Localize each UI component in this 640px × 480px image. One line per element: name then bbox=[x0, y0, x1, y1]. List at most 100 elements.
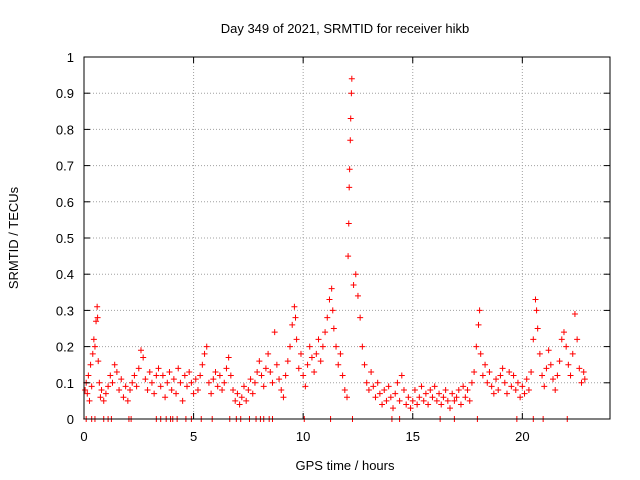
data-point bbox=[414, 401, 421, 408]
x-tick-label: 0 bbox=[80, 429, 87, 444]
data-point bbox=[558, 336, 565, 343]
x-tick-labels: 0 5 10 15 20 bbox=[80, 429, 529, 444]
data-point bbox=[333, 343, 340, 350]
data-point bbox=[347, 115, 354, 122]
y-tick-label: 0.5 bbox=[56, 231, 74, 246]
data-point bbox=[468, 379, 475, 386]
data-point bbox=[155, 365, 162, 372]
data-point bbox=[493, 376, 500, 383]
data-point bbox=[346, 166, 353, 173]
data-point bbox=[162, 394, 169, 401]
data-point bbox=[89, 350, 96, 357]
data-point bbox=[300, 372, 307, 379]
data-point bbox=[131, 372, 138, 379]
data-point bbox=[519, 383, 526, 390]
data-point bbox=[230, 387, 237, 394]
data-point bbox=[124, 397, 131, 404]
data-point bbox=[409, 397, 416, 404]
data-point bbox=[506, 368, 513, 375]
data-point bbox=[315, 336, 322, 343]
data-point bbox=[109, 379, 116, 386]
data-point bbox=[525, 387, 532, 394]
y-tick-label: 0.9 bbox=[56, 86, 74, 101]
data-point bbox=[140, 354, 147, 361]
data-point bbox=[407, 405, 414, 412]
data-point bbox=[433, 397, 440, 404]
data-point bbox=[87, 361, 94, 368]
chart-title: Day 349 of 2021, SRMTID for receiver hik… bbox=[221, 21, 470, 36]
data-point bbox=[133, 383, 140, 390]
data-point bbox=[151, 390, 158, 397]
axis-ticks bbox=[83, 56, 610, 420]
data-point bbox=[329, 307, 336, 314]
data-point bbox=[464, 387, 471, 394]
data-point bbox=[184, 383, 191, 390]
data-point bbox=[503, 390, 510, 397]
data-point bbox=[387, 394, 394, 401]
data-point bbox=[243, 397, 250, 404]
data-point bbox=[416, 394, 423, 401]
data-point bbox=[127, 387, 134, 394]
data-point bbox=[210, 376, 217, 383]
data-point bbox=[403, 401, 410, 408]
data-point bbox=[400, 387, 407, 394]
data-point bbox=[565, 361, 572, 368]
data-point bbox=[122, 383, 129, 390]
data-point bbox=[97, 394, 104, 401]
data-point bbox=[197, 372, 204, 379]
data-point bbox=[501, 379, 508, 386]
data-point bbox=[521, 390, 528, 397]
data-point bbox=[418, 383, 425, 390]
data-point bbox=[444, 397, 451, 404]
data-point bbox=[497, 372, 504, 379]
data-point bbox=[166, 368, 173, 375]
data-point bbox=[556, 358, 563, 365]
data-point bbox=[352, 271, 359, 278]
data-point bbox=[429, 394, 436, 401]
data-point bbox=[120, 394, 127, 401]
data-point bbox=[337, 350, 344, 357]
data-point bbox=[254, 368, 261, 375]
data-point bbox=[304, 361, 311, 368]
data-point bbox=[280, 394, 287, 401]
data-point bbox=[560, 329, 567, 336]
data-point bbox=[177, 379, 184, 386]
data-point bbox=[247, 376, 254, 383]
data-point bbox=[287, 343, 294, 350]
data-point bbox=[319, 343, 326, 350]
data-point bbox=[267, 368, 274, 375]
data-point bbox=[192, 376, 199, 383]
data-point bbox=[308, 354, 315, 361]
x-tick-label: 20 bbox=[515, 429, 529, 444]
data-point bbox=[569, 350, 576, 357]
y-tick-label: 0.7 bbox=[56, 159, 74, 174]
data-point bbox=[291, 303, 298, 310]
data-point bbox=[345, 253, 352, 260]
data-point bbox=[345, 220, 352, 227]
data-point bbox=[88, 383, 95, 390]
data-point bbox=[295, 365, 302, 372]
data-point bbox=[479, 372, 486, 379]
data-point bbox=[219, 387, 226, 394]
data-point bbox=[453, 394, 460, 401]
data-point bbox=[236, 401, 243, 408]
data-point bbox=[381, 387, 388, 394]
data-point bbox=[514, 379, 521, 386]
data-point bbox=[438, 401, 445, 408]
data-point bbox=[240, 383, 247, 390]
data-point bbox=[545, 347, 552, 354]
data-point bbox=[249, 390, 256, 397]
data-point bbox=[398, 372, 405, 379]
data-point bbox=[536, 350, 543, 357]
data-point bbox=[379, 401, 386, 408]
data-point bbox=[484, 379, 491, 386]
data-point bbox=[116, 387, 123, 394]
y-tick-label: 0.2 bbox=[56, 340, 74, 355]
data-point bbox=[554, 372, 561, 379]
data-point bbox=[175, 365, 182, 372]
data-point bbox=[563, 343, 570, 350]
data-point bbox=[94, 303, 101, 310]
data-point bbox=[201, 350, 208, 357]
data-point bbox=[118, 376, 125, 383]
data-point bbox=[164, 379, 171, 386]
